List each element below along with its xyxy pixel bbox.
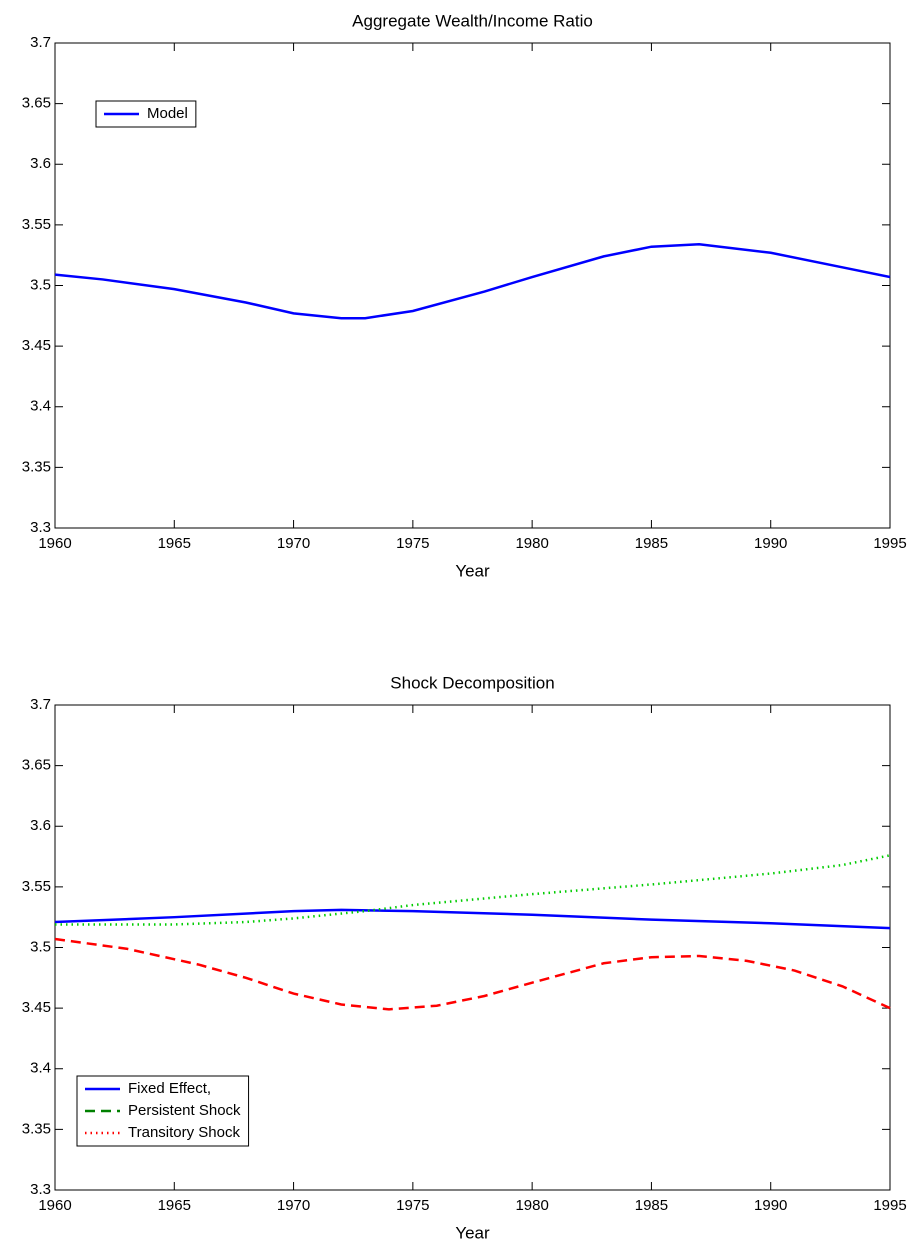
- data-line: [55, 854, 891, 926]
- y-tick-label: 3.7: [30, 696, 51, 713]
- x-axis-label: Year: [455, 561, 490, 580]
- chart-title: Shock Decomposition: [390, 673, 554, 692]
- x-tick-label: 1990: [754, 1197, 787, 1214]
- y-tick-label: 3.5: [30, 938, 51, 955]
- legend-label: Persistent Shock: [128, 1102, 241, 1119]
- y-tick-label: 3.35: [22, 458, 51, 475]
- y-tick-label: 3.35: [22, 1120, 51, 1137]
- x-tick-label: 1980: [515, 1197, 548, 1214]
- data-line: [54, 908, 891, 930]
- y-tick-label: 3.55: [22, 216, 51, 233]
- chart-title: Aggregate Wealth/Income Ratio: [352, 11, 593, 30]
- y-tick-label: 3.5: [30, 276, 51, 293]
- x-tick-label: 1975: [396, 535, 429, 552]
- y-tick-label: 3.65: [22, 95, 51, 112]
- legend-label: Model: [147, 105, 188, 122]
- x-tick-label: 1980: [515, 535, 548, 552]
- y-tick-label: 3.45: [22, 337, 51, 354]
- x-tick-label: 1970: [277, 535, 310, 552]
- x-tick-label: 1995: [873, 1197, 906, 1214]
- y-tick-label: 3.4: [30, 398, 51, 415]
- legend-label: Transitory Shock: [128, 1124, 240, 1141]
- data-line: [54, 937, 891, 1011]
- y-tick-label: 3.4: [30, 1060, 51, 1077]
- y-tick-label: 3.55: [22, 878, 51, 895]
- y-tick-label: 3.7: [30, 34, 51, 51]
- x-tick-label: 1990: [754, 535, 787, 552]
- x-tick-label: 1985: [635, 535, 668, 552]
- x-tick-label: 1960: [38, 535, 71, 552]
- x-tick-label: 1960: [38, 1197, 71, 1214]
- legend-label: Fixed Effect,: [128, 1080, 211, 1097]
- x-tick-label: 1975: [396, 1197, 429, 1214]
- y-tick-label: 3.6: [30, 817, 51, 834]
- x-tick-label: 1985: [635, 1197, 668, 1214]
- x-tick-label: 1995: [873, 535, 906, 552]
- y-tick-label: 3.3: [30, 519, 51, 536]
- y-tick-label: 3.65: [22, 757, 51, 774]
- y-tick-label: 3.6: [30, 155, 51, 172]
- x-tick-label: 1965: [158, 1197, 191, 1214]
- x-tick-label: 1970: [277, 1197, 310, 1214]
- y-tick-label: 3.45: [22, 999, 51, 1016]
- x-axis-label: Year: [455, 1223, 490, 1242]
- data-line: [54, 243, 891, 320]
- y-tick-label: 3.3: [30, 1181, 51, 1198]
- x-tick-label: 1965: [158, 535, 191, 552]
